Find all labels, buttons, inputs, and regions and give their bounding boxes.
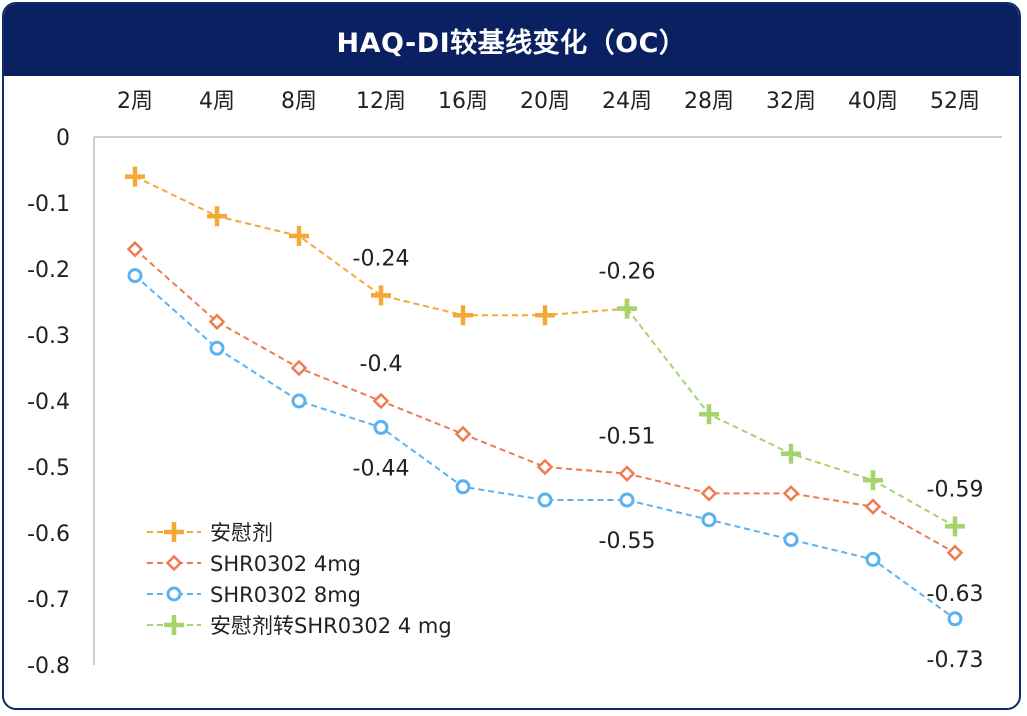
data-point-s1 <box>126 240 144 258</box>
data-point-s2 <box>619 492 635 508</box>
x-tick-label: 4周 <box>199 89 235 114</box>
data-label: -0.26 <box>599 260 656 285</box>
x-tick-label: 52周 <box>930 89 980 114</box>
y-tick-label: -0.8 <box>27 654 70 679</box>
data-point-s1 <box>864 498 882 515</box>
x-tick-label: 32周 <box>766 89 816 114</box>
y-tick-label: -0.4 <box>27 390 70 415</box>
data-point-s2 <box>783 532 799 548</box>
data-point-s1 <box>782 485 800 502</box>
data-point-s0 <box>535 305 555 326</box>
data-point-s2 <box>701 512 717 528</box>
x-tick-label: 40周 <box>848 89 898 114</box>
legend-label: SHR0302 8mg <box>210 583 361 607</box>
data-label: -0.4 <box>360 352 403 377</box>
series-line-1 <box>134 248 956 554</box>
legend-label: SHR0302 4mg <box>210 552 361 576</box>
x-tick-label: 2周 <box>117 89 153 114</box>
data-point-s0 <box>207 206 227 227</box>
y-tick-label: -0.2 <box>27 258 70 283</box>
x-tick-label: 16周 <box>438 89 488 114</box>
data-point-s3 <box>781 443 801 464</box>
legend-label: 安慰剂 <box>210 521 273 545</box>
data-point-s3 <box>617 298 637 319</box>
data-point-s0 <box>125 166 145 187</box>
data-point-s0 <box>371 285 391 306</box>
legend-marker <box>164 522 184 542</box>
series-line-2 <box>134 274 956 620</box>
data-point-s2 <box>373 419 389 435</box>
data-label: -0.63 <box>927 582 984 607</box>
data-point-s1 <box>208 313 226 331</box>
x-tick-label: 12周 <box>356 89 406 114</box>
data-label: -0.55 <box>599 529 656 554</box>
data-point-s0 <box>453 305 473 326</box>
data-point-s1 <box>946 544 964 562</box>
legend-marker <box>164 615 184 635</box>
y-tick-label: -0.7 <box>27 588 70 613</box>
data-point-s3 <box>699 404 719 425</box>
y-tick-label: -0.3 <box>27 324 70 349</box>
y-tick-label: 0 <box>56 126 70 151</box>
data-label: -0.73 <box>927 648 984 673</box>
data-point-s1 <box>536 458 554 476</box>
data-point-s3 <box>945 516 965 537</box>
data-label: -0.59 <box>927 477 984 502</box>
data-point-s1 <box>700 485 718 502</box>
data-point-s2 <box>537 492 553 508</box>
data-label: -0.51 <box>599 425 656 450</box>
data-point-s2 <box>291 393 307 409</box>
chart-svg: 2周 4周 8周 12周 16周 20周 24周 28周 32周 40周 52周 0 -0.1 -0.2 -… <box>27 89 1002 679</box>
y-tick-label: -0.5 <box>27 456 70 481</box>
data-point-s3 <box>863 470 883 491</box>
data-point-s1 <box>618 465 636 482</box>
y-tick-label: -0.6 <box>27 522 70 547</box>
legend-marker <box>165 554 183 572</box>
data-point-s2 <box>455 479 471 495</box>
x-tick-label: 8周 <box>281 89 317 114</box>
data-label: -0.44 <box>353 456 410 481</box>
data-point-s2 <box>209 340 225 356</box>
x-tick-label: 28周 <box>684 89 734 114</box>
legend-marker <box>166 586 182 602</box>
data-point-s1 <box>454 425 472 443</box>
data-point-s2 <box>865 551 881 567</box>
chart-title: HAQ-DI较基线变化（OC） <box>4 4 1019 76</box>
y-tick-label: -0.1 <box>27 192 70 217</box>
data-point-s2 <box>127 268 143 284</box>
x-tick-label: 24周 <box>602 89 652 114</box>
data-point-s1 <box>372 392 390 410</box>
x-tick-label: 20周 <box>520 89 570 114</box>
data-point-s2 <box>947 611 963 627</box>
legend-label: 安慰剂转SHR0302 4 mg <box>210 614 452 638</box>
data-point-s0 <box>289 226 309 246</box>
data-label: -0.24 <box>353 246 410 271</box>
data-point-s1 <box>290 359 308 377</box>
